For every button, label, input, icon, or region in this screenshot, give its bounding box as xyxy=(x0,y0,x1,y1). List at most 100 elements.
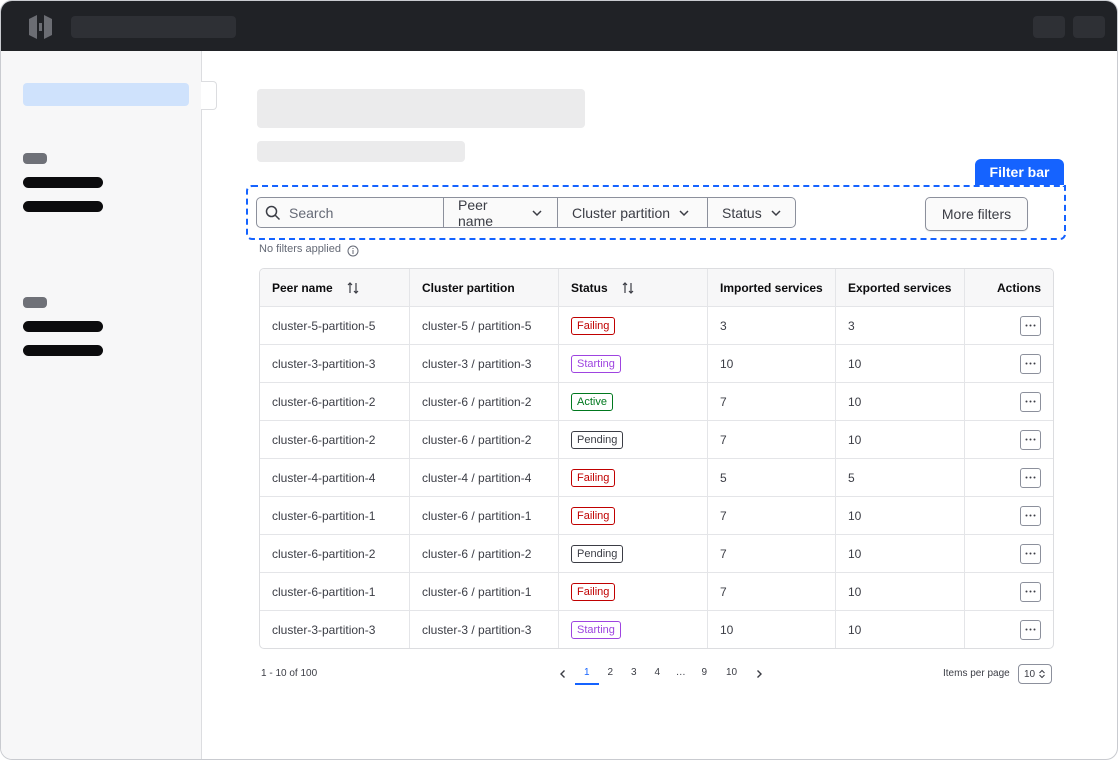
exported-services: 10 xyxy=(848,432,862,447)
page-link[interactable]: 9 xyxy=(701,667,708,678)
filter-bar-label: Filter bar xyxy=(975,159,1064,185)
actions-button[interactable] xyxy=(1020,429,1041,450)
actions-button[interactable] xyxy=(1020,619,1041,640)
sort-button[interactable] xyxy=(347,281,359,295)
cell: cluster-6 / partition-1 xyxy=(409,573,558,610)
cell: cluster-6-partition-2 xyxy=(260,383,409,420)
cluster-partition: cluster-6 / partition-2 xyxy=(422,394,532,409)
sidebar xyxy=(1,51,202,759)
cell xyxy=(964,497,1053,534)
actions-button[interactable] xyxy=(1020,391,1041,412)
items-per-page-label: Items per page xyxy=(943,668,1010,679)
skeleton xyxy=(257,141,465,162)
cell: 5 xyxy=(707,459,835,496)
peer-name: cluster-3-partition-3 xyxy=(272,356,376,371)
filter-dropdown[interactable]: Status xyxy=(707,197,796,228)
cell: 10 xyxy=(835,535,964,572)
page-nav: 1 2 3 4 … 9 10 xyxy=(551,663,771,685)
next-page[interactable] xyxy=(747,669,771,679)
cell: Starting xyxy=(558,345,707,382)
filters: Search Peer name Cluster partition Status xyxy=(256,197,796,229)
cell: 7 xyxy=(707,421,835,458)
imported-services: 7 xyxy=(720,584,727,599)
cell: 3 xyxy=(707,307,835,344)
icon-shape xyxy=(274,213,281,220)
cell: cluster-3-partition-3 xyxy=(260,611,409,648)
status-badge: Failing xyxy=(571,582,616,601)
peer-name: cluster-6-partition-2 xyxy=(272,546,376,561)
filter-dropdown[interactable]: Cluster partition xyxy=(557,197,708,228)
imported-services: 7 xyxy=(720,432,727,447)
imported-services: 10 xyxy=(720,622,734,637)
search-input[interactable]: Search xyxy=(256,197,444,228)
actions-button[interactable] xyxy=(1020,467,1041,488)
exported-services: 10 xyxy=(848,546,862,561)
icon-shape xyxy=(1029,514,1032,517)
status-badge: Failing xyxy=(571,316,616,335)
actions-button[interactable] xyxy=(1020,505,1041,526)
skeleton xyxy=(23,345,103,356)
skeleton xyxy=(23,321,103,332)
cell: cluster-6-partition-2 xyxy=(260,421,409,458)
page-link[interactable]: 10 xyxy=(725,667,738,678)
prev-page[interactable] xyxy=(551,669,575,679)
status-badge: Starting xyxy=(571,354,621,373)
header-label: Imported services xyxy=(720,280,823,295)
cell: 10 xyxy=(835,573,964,610)
cluster-partition: cluster-5 / partition-5 xyxy=(422,318,532,333)
actions-button[interactable] xyxy=(1020,581,1041,602)
table-row: cluster-6-partition-2 cluster-6 / partiti… xyxy=(260,420,1053,458)
cluster-partition: cluster-3 / partition-3 xyxy=(422,622,532,637)
icon-shape xyxy=(1025,590,1036,593)
imported-services: 3 xyxy=(720,318,727,333)
cluster-partition: cluster-3 / partition-3 xyxy=(422,356,532,371)
icon-shape xyxy=(1025,324,1036,327)
table-row: cluster-6-partition-1 cluster-6 / partiti… xyxy=(260,572,1053,610)
cell: 3 xyxy=(835,307,964,344)
header-cell: Peer name xyxy=(260,269,409,306)
icon-shape xyxy=(532,209,542,216)
search-placeholder: Search xyxy=(289,204,334,221)
status-badge: Pending xyxy=(571,430,624,449)
icon-shape xyxy=(1033,400,1036,403)
page-link[interactable]: 3 xyxy=(630,667,637,678)
icon-shape xyxy=(1025,362,1036,365)
cell: 10 xyxy=(707,611,835,648)
page-link[interactable]: 1 xyxy=(575,663,599,685)
icon-shape xyxy=(1033,590,1036,593)
filter-dropdown[interactable]: Peer name xyxy=(443,197,558,229)
page-link[interactable]: 4 xyxy=(654,667,661,678)
cell: Failing xyxy=(558,459,707,496)
cell: cluster-6 / partition-2 xyxy=(409,421,558,458)
icon-shape xyxy=(1033,324,1036,327)
cell: Failing xyxy=(558,497,707,534)
info-icon xyxy=(347,245,359,257)
icon-shape xyxy=(29,15,52,39)
icon-shape xyxy=(1025,400,1036,403)
actions-button[interactable] xyxy=(1020,543,1041,564)
header-cell: Exported services xyxy=(835,269,964,306)
cell: cluster-3 / partition-3 xyxy=(409,345,558,382)
cell xyxy=(964,421,1053,458)
cell: Active xyxy=(558,383,707,420)
header-cell: Status xyxy=(558,269,707,306)
cell: Starting xyxy=(558,611,707,648)
actions-button[interactable] xyxy=(1020,353,1041,374)
table-row: cluster-3-partition-3 cluster-3 / partiti… xyxy=(260,344,1053,382)
more-filters-button[interactable]: More filters xyxy=(925,197,1028,231)
actions-button[interactable] xyxy=(1020,315,1041,336)
imported-services: 7 xyxy=(720,508,727,523)
sidebar-tab xyxy=(201,81,217,110)
cell xyxy=(964,307,1053,344)
select-icon xyxy=(1038,669,1046,679)
icon-shape xyxy=(1029,362,1032,365)
cell: cluster-6-partition-1 xyxy=(260,573,409,610)
header-label: Exported services xyxy=(848,280,952,295)
page-link[interactable]: 2 xyxy=(607,667,614,678)
items-per-page-select[interactable]: 10 xyxy=(1018,664,1052,684)
exported-services: 3 xyxy=(848,318,855,333)
page-link[interactable]: … xyxy=(675,667,686,678)
sort-button[interactable] xyxy=(622,281,634,295)
imported-services: 7 xyxy=(720,394,727,409)
filter-label: Cluster partition xyxy=(572,204,671,221)
